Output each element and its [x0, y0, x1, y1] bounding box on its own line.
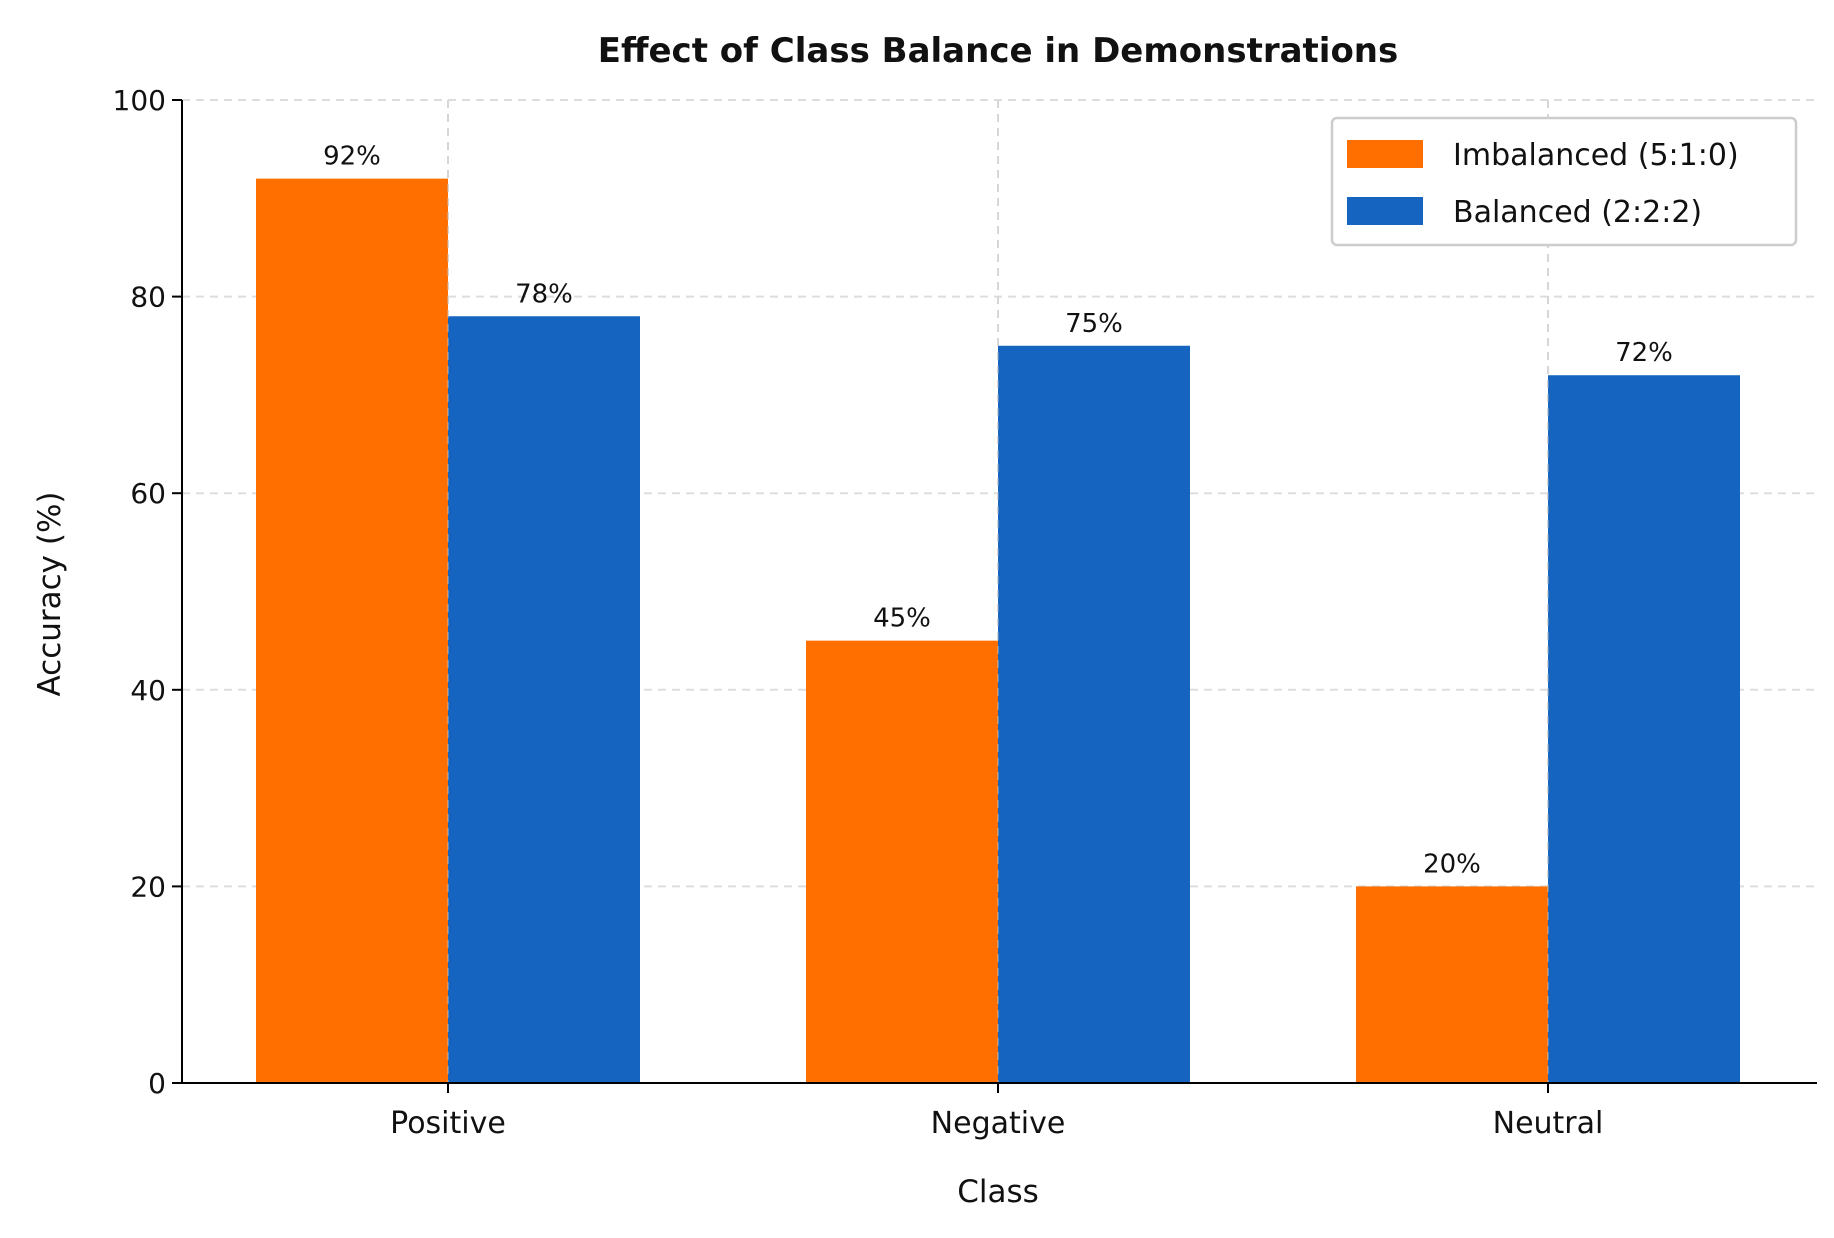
bars: 92% 45% 20% 78% 75% 72% — [256, 100, 1740, 1083]
legend: Imbalanced (5:1:0) Balanced (2:2:2) — [1330, 116, 1798, 247]
bar-negative-balanced — [998, 345, 1190, 1083]
legend-label: Balanced (2:2:2) — [1453, 195, 1702, 230]
legend-swatch — [1347, 140, 1423, 168]
bar-neutral-imbalanced — [1356, 886, 1548, 1083]
x-axis-label: Class — [957, 1174, 1039, 1210]
chart-title: Effect of Class Balance in Demonstration… — [598, 31, 1399, 71]
y-tick-label: 60 — [130, 477, 166, 510]
legend-swatch — [1347, 197, 1423, 225]
data-label: 72% — [1615, 338, 1673, 368]
x-tick-label: Negative — [931, 1106, 1066, 1141]
x-tick-label: Neutral — [1493, 1106, 1604, 1141]
y-tick-label: 80 — [130, 281, 166, 314]
bar-neutral-balanced — [1548, 375, 1740, 1083]
x-tick-label: Positive — [390, 1106, 506, 1141]
data-label: 78% — [515, 279, 573, 309]
bar-negative-imbalanced — [806, 640, 998, 1083]
axes: 0 20 40 60 80 100 Positive Negative Neutral — [113, 84, 1817, 1141]
bar-positive-imbalanced — [256, 178, 448, 1083]
data-label: 45% — [873, 604, 931, 634]
y-tick-label: 100 — [113, 84, 166, 117]
y-tick-label: 20 — [130, 870, 166, 903]
data-label: 92% — [323, 142, 381, 172]
data-label: 20% — [1423, 849, 1481, 879]
data-label: 75% — [1065, 309, 1123, 339]
legend-box — [1330, 116, 1798, 247]
y-axis-label: Accuracy (%) — [32, 491, 68, 696]
bar-positive-balanced — [448, 316, 640, 1083]
y-tick-label: 0 — [148, 1067, 166, 1100]
y-tick-label: 40 — [130, 674, 166, 707]
legend-label: Imbalanced (5:1:0) — [1453, 138, 1739, 173]
